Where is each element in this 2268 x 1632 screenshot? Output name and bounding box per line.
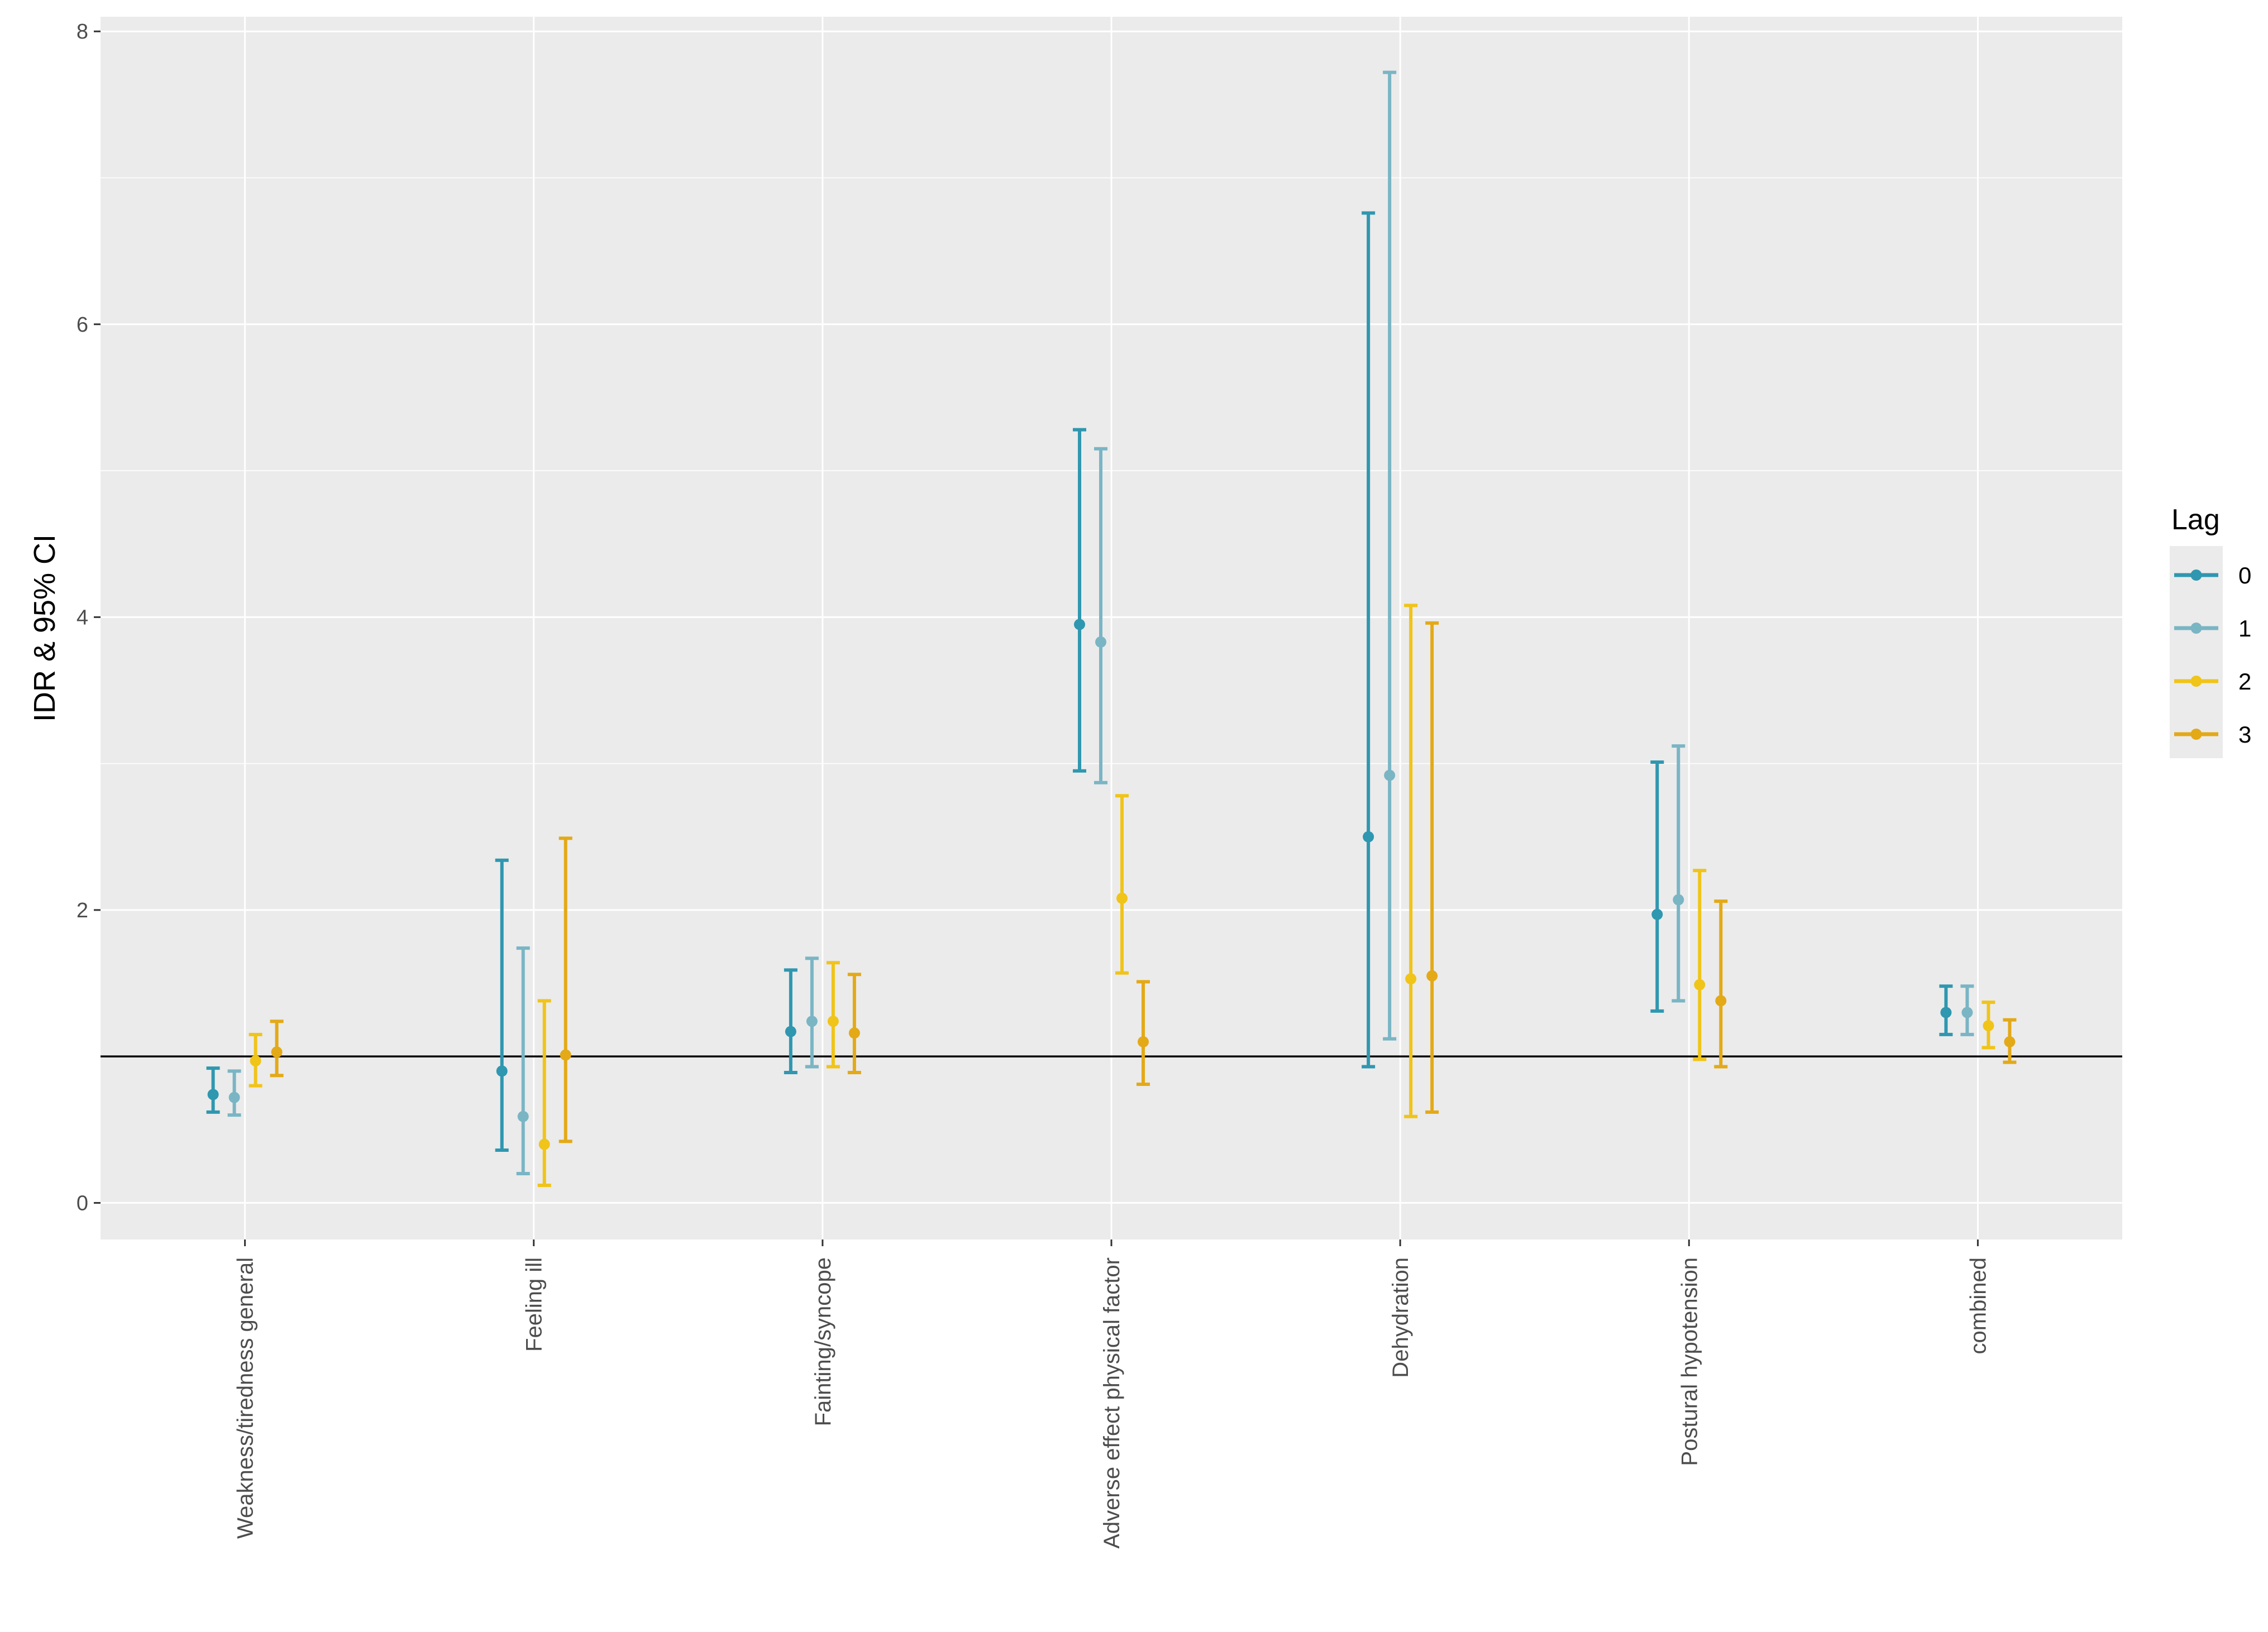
errorbar-lag-1: [1094, 447, 1107, 784]
estimate-point: [1363, 831, 1374, 843]
errorbar-lag-0: [1650, 760, 1664, 1013]
errorbar-lag-3: [847, 973, 861, 1075]
errorbar-lag-1: [516, 946, 530, 1175]
errorbar-lag-2: [1693, 869, 1707, 1061]
estimate-point: [1116, 892, 1128, 904]
errorbar-lag-0: [784, 968, 798, 1075]
legend: Lag 0 1 2 3: [2170, 504, 2251, 758]
errorbar-lag-1: [1383, 70, 1397, 1041]
estimate-point: [1384, 769, 1396, 781]
errorbar-lag-0: [1073, 428, 1086, 773]
x-tick-label: combined: [1966, 1257, 1990, 1354]
estimate-point: [496, 1065, 508, 1077]
estimate-point: [806, 1016, 818, 1027]
estimate-point: [827, 1016, 839, 1027]
x-tick-label: Postural hypotension: [1677, 1257, 1702, 1466]
estimate-point: [271, 1046, 283, 1058]
estimate-point: [1940, 1007, 1952, 1018]
x-axis: Weakness/tiredness general Feeling ill Fai…: [233, 1239, 1990, 1549]
estimate-point: [1138, 1036, 1149, 1047]
estimate-point: [1673, 894, 1684, 906]
errorbar-lag-1: [1672, 744, 1686, 1003]
y-tick-label: 2: [77, 899, 88, 922]
legend-label: 3: [2238, 721, 2251, 748]
errorbar-lag-0: [206, 1066, 220, 1114]
x-tick-label: Weakness/tiredness general: [233, 1257, 258, 1539]
estimate-point: [2004, 1036, 2016, 1047]
estimate-point: [207, 1089, 219, 1100]
legend-key-point: [2190, 569, 2202, 581]
legend-label: 0: [2238, 562, 2251, 588]
legend-key-background: [2170, 546, 2223, 758]
errorbar-lag-2: [826, 961, 840, 1069]
estimate-point: [1983, 1020, 1994, 1032]
legend-item-lag-0: 0: [2174, 562, 2251, 588]
y-axis-title: IDR & 95% CI: [28, 534, 61, 722]
estimate-point: [1961, 1007, 1973, 1018]
estimate-point: [1694, 979, 1706, 990]
estimate-point: [785, 1026, 796, 1037]
major-gridlines: [101, 17, 2122, 1239]
errorbar-lag-1: [1960, 984, 1974, 1036]
y-tick-label: 0: [77, 1191, 88, 1215]
errorbar-lag-2: [1115, 794, 1129, 975]
y-tick-label: 6: [77, 313, 88, 337]
errorbar-lag-3: [1714, 899, 1728, 1069]
y-tick-label: 4: [77, 606, 88, 629]
legend-item-lag-1: 1: [2174, 615, 2251, 642]
errorbar-lag-0: [1362, 211, 1376, 1069]
legend-key-point: [2190, 623, 2202, 634]
errorbar-lag-1: [227, 1069, 241, 1117]
legend-label: 2: [2238, 668, 2251, 695]
y-tick-label: 8: [77, 20, 88, 44]
estimate-point: [1426, 970, 1438, 982]
estimate-point: [228, 1092, 240, 1103]
estimate-point: [1074, 619, 1085, 630]
errorbar-lag-0: [495, 858, 509, 1152]
errorbar-lag-2: [537, 999, 551, 1187]
estimate-point: [848, 1027, 860, 1039]
x-tick-label: Dehydration: [1388, 1257, 1413, 1378]
errorbar-lag-2: [249, 1032, 262, 1088]
x-tick-label: Fainting/syncope: [811, 1257, 835, 1426]
legend-item-lag-3: 3: [2174, 721, 2251, 748]
estimate-point: [560, 1049, 571, 1061]
estimate-point: [1095, 636, 1106, 648]
estimate-point: [517, 1111, 529, 1122]
error-bars: [206, 70, 2017, 1187]
legend-label: 1: [2238, 615, 2251, 642]
errorbar-lag-2: [1981, 1001, 1995, 1050]
estimate-point: [1651, 908, 1663, 920]
estimate-point: [250, 1055, 261, 1067]
errorbar-lag-3: [2003, 1018, 2017, 1064]
estimate-point: [1715, 995, 1727, 1007]
legend-title: Lag: [2171, 504, 2220, 536]
legend-key-point: [2190, 676, 2202, 687]
errorbar-lag-3: [1137, 980, 1150, 1086]
errorbar-lag-2: [1404, 604, 1418, 1118]
errorbar-lag-3: [558, 836, 572, 1143]
legend-key-point: [2190, 729, 2202, 740]
y-axis: 0 2 4 6 8: [77, 20, 101, 1215]
x-tick-label: Adverse effect physical factor: [1100, 1257, 1124, 1549]
errorbar-lag-1: [805, 956, 819, 1069]
errorbar-lag-3: [1425, 621, 1439, 1114]
x-tick-label: Feeling ill: [522, 1257, 547, 1352]
estimate-point: [538, 1138, 550, 1150]
estimate-point: [1405, 973, 1417, 985]
legend-item-lag-2: 2: [2174, 668, 2251, 695]
errorbar-lag-3: [270, 1020, 284, 1078]
errorbar-lag-0: [1939, 984, 1953, 1036]
